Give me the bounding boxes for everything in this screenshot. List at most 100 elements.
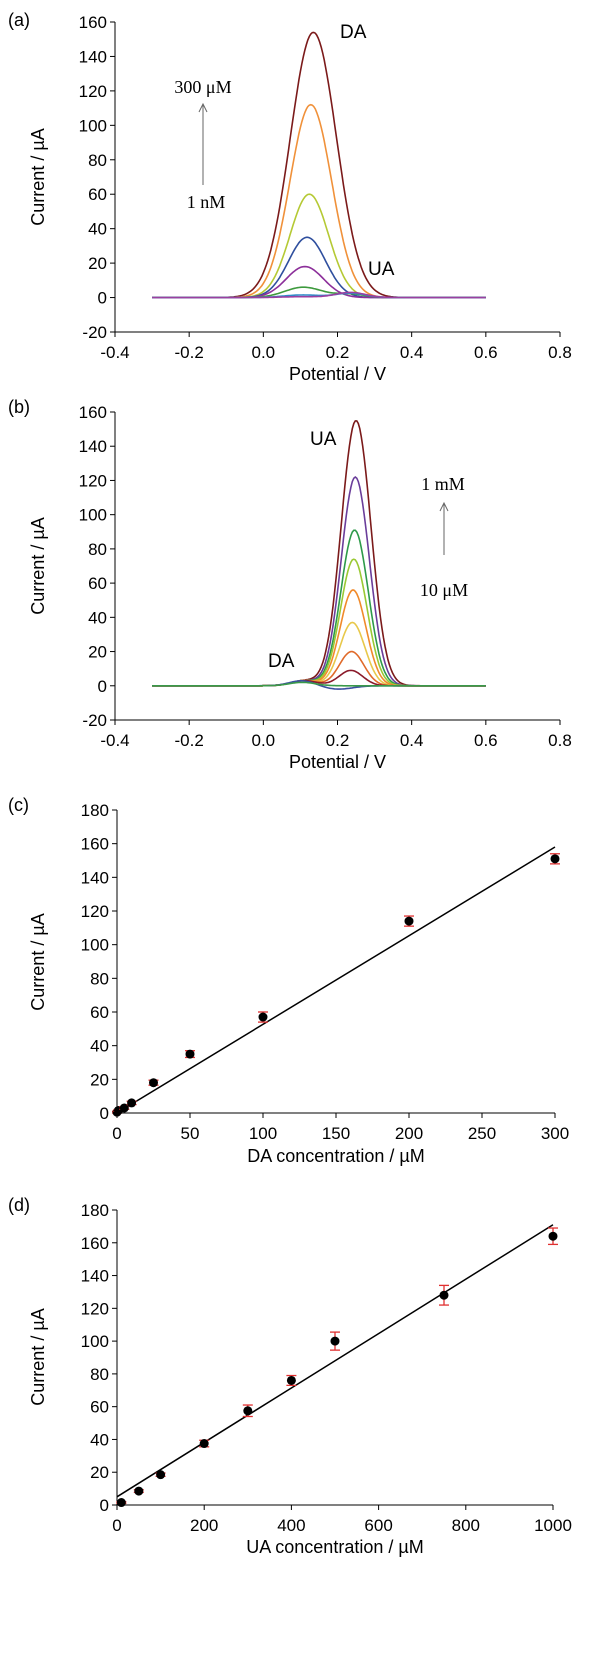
x-tick-label: 1000 bbox=[534, 1516, 572, 1535]
x-tick-label: 0.6 bbox=[474, 731, 498, 750]
y-tick-label: 40 bbox=[90, 1430, 109, 1449]
x-axis-title: UA concentration / µM bbox=[246, 1537, 423, 1557]
x-tick-label: 0.8 bbox=[548, 731, 572, 750]
y-axis-title: Current / µA bbox=[28, 517, 48, 614]
arrow-bottom-label: 10 μM bbox=[420, 580, 468, 600]
y-tick-label: 80 bbox=[90, 969, 109, 988]
y-tick-label: 120 bbox=[79, 82, 107, 101]
x-tick-label: -0.4 bbox=[100, 731, 129, 750]
y-tick-label: 180 bbox=[81, 1201, 109, 1220]
series-line-3 bbox=[152, 529, 486, 687]
y-tick-label: 0 bbox=[100, 1496, 109, 1515]
x-tick-label: 200 bbox=[395, 1124, 423, 1143]
arrow-top-label: 300 μM bbox=[174, 77, 231, 97]
x-tick-label: 50 bbox=[181, 1124, 200, 1143]
y-tick-label: 120 bbox=[81, 902, 109, 921]
arrow-top-label: 1 mM bbox=[421, 474, 465, 494]
y-tick-label: 100 bbox=[81, 936, 109, 955]
x-tick-label: 300 bbox=[541, 1124, 569, 1143]
x-tick-label: 0.2 bbox=[326, 731, 350, 750]
y-tick-label: -20 bbox=[82, 711, 107, 730]
series-line-4 bbox=[152, 236, 486, 299]
y-tick-label: 140 bbox=[81, 868, 109, 887]
series-line-4 bbox=[152, 558, 486, 687]
data-point bbox=[330, 1336, 340, 1346]
data-point bbox=[156, 1470, 166, 1480]
x-axis-title: Potential / V bbox=[289, 752, 386, 772]
y-tick-label: 0 bbox=[98, 677, 107, 696]
x-tick-label: 100 bbox=[249, 1124, 277, 1143]
y-tick-label: 80 bbox=[90, 1365, 109, 1384]
panel-label: (c) bbox=[8, 795, 29, 815]
y-tick-label: 160 bbox=[79, 403, 107, 422]
data-point bbox=[199, 1439, 209, 1449]
y-tick-label: 20 bbox=[90, 1463, 109, 1482]
y-axis-title: Current / µA bbox=[28, 128, 48, 225]
y-axis-title: Current / µA bbox=[28, 913, 48, 1010]
data-point bbox=[286, 1375, 296, 1385]
x-tick-label: 0.0 bbox=[252, 731, 276, 750]
chart-panel-c: (c) 0 20 40 60 80 100 120 140 160 180 0 50 100 150 200 2… bbox=[8, 795, 569, 1166]
y-tick-label: 80 bbox=[88, 540, 107, 559]
x-tick-label: 800 bbox=[452, 1516, 480, 1535]
data-point bbox=[185, 1049, 195, 1059]
y-tick-label: 40 bbox=[88, 220, 107, 239]
x-tick-label: 600 bbox=[364, 1516, 392, 1535]
peak-label-1: UA bbox=[310, 429, 337, 450]
series-line-1 bbox=[152, 31, 486, 299]
y-tick-label: 60 bbox=[90, 1003, 109, 1022]
x-tick-label: 0.4 bbox=[400, 343, 424, 362]
chart-panel-b: (b) -20 0 20 40 60 80 100 120 140 160 -0.4 -0.2 0.0 0.… bbox=[8, 397, 572, 772]
data-point bbox=[149, 1078, 158, 1088]
fit-line bbox=[116, 1224, 554, 1498]
y-tick-label: 0 bbox=[100, 1104, 109, 1123]
arrow-head-icon bbox=[198, 102, 208, 113]
series-line-10 bbox=[152, 681, 486, 687]
y-tick-label: 60 bbox=[90, 1398, 109, 1417]
y-tick-label: 140 bbox=[81, 1267, 109, 1286]
y-tick-label: 60 bbox=[88, 574, 107, 593]
data-point bbox=[127, 1098, 137, 1108]
x-tick-label: 0 bbox=[112, 1124, 121, 1143]
x-tick-label: -0.2 bbox=[175, 343, 204, 362]
y-tick-label: 20 bbox=[88, 254, 107, 273]
x-tick-label: -0.2 bbox=[175, 731, 204, 750]
y-tick-label: 80 bbox=[88, 151, 107, 170]
data-point bbox=[439, 1290, 449, 1300]
chart-panel-a: (a) -20 0 20 40 60 80 100 120 140 160 -0.4 -0.2 0.0 0.… bbox=[8, 10, 572, 384]
y-tick-label: 0 bbox=[98, 289, 107, 308]
y-tick-label: 160 bbox=[79, 13, 107, 32]
x-tick-label: 0.4 bbox=[400, 731, 424, 750]
y-tick-label: 140 bbox=[79, 437, 107, 456]
x-tick-label: 0.6 bbox=[474, 343, 498, 362]
y-tick-label: 100 bbox=[79, 116, 107, 135]
y-tick-label: 120 bbox=[79, 471, 107, 490]
chart-panel-d: (d) 0 20 40 60 80 100 120 140 160 180 0 200 400 600 800… bbox=[8, 1195, 572, 1557]
y-tick-label: 120 bbox=[81, 1299, 109, 1318]
x-tick-label: 0.0 bbox=[252, 343, 276, 362]
arrow-bottom-label: 1 nM bbox=[187, 192, 226, 212]
y-tick-label: 180 bbox=[81, 801, 109, 820]
peak-label-2: UA bbox=[368, 259, 395, 280]
y-tick-label: 140 bbox=[79, 47, 107, 66]
data-point bbox=[243, 1406, 253, 1416]
data-point bbox=[258, 1012, 268, 1022]
x-tick-label: 400 bbox=[277, 1516, 305, 1535]
peak-label-1: DA bbox=[340, 22, 367, 43]
panel-label: (d) bbox=[8, 1195, 30, 1215]
y-axis-title: Current / µA bbox=[28, 1308, 48, 1405]
data-point bbox=[548, 1231, 558, 1241]
x-tick-label: 0.2 bbox=[326, 343, 350, 362]
x-tick-label: 250 bbox=[468, 1124, 496, 1143]
data-point bbox=[116, 1498, 126, 1508]
panel-label: (b) bbox=[8, 397, 30, 417]
y-tick-label: 160 bbox=[81, 1234, 109, 1253]
x-tick-label: 150 bbox=[322, 1124, 350, 1143]
data-point bbox=[119, 1103, 129, 1113]
y-tick-label: 20 bbox=[90, 1070, 109, 1089]
y-tick-label: 20 bbox=[88, 643, 107, 662]
peak-label-2: DA bbox=[268, 651, 295, 672]
panel-label: (a) bbox=[8, 10, 30, 30]
x-tick-label: 200 bbox=[190, 1516, 218, 1535]
